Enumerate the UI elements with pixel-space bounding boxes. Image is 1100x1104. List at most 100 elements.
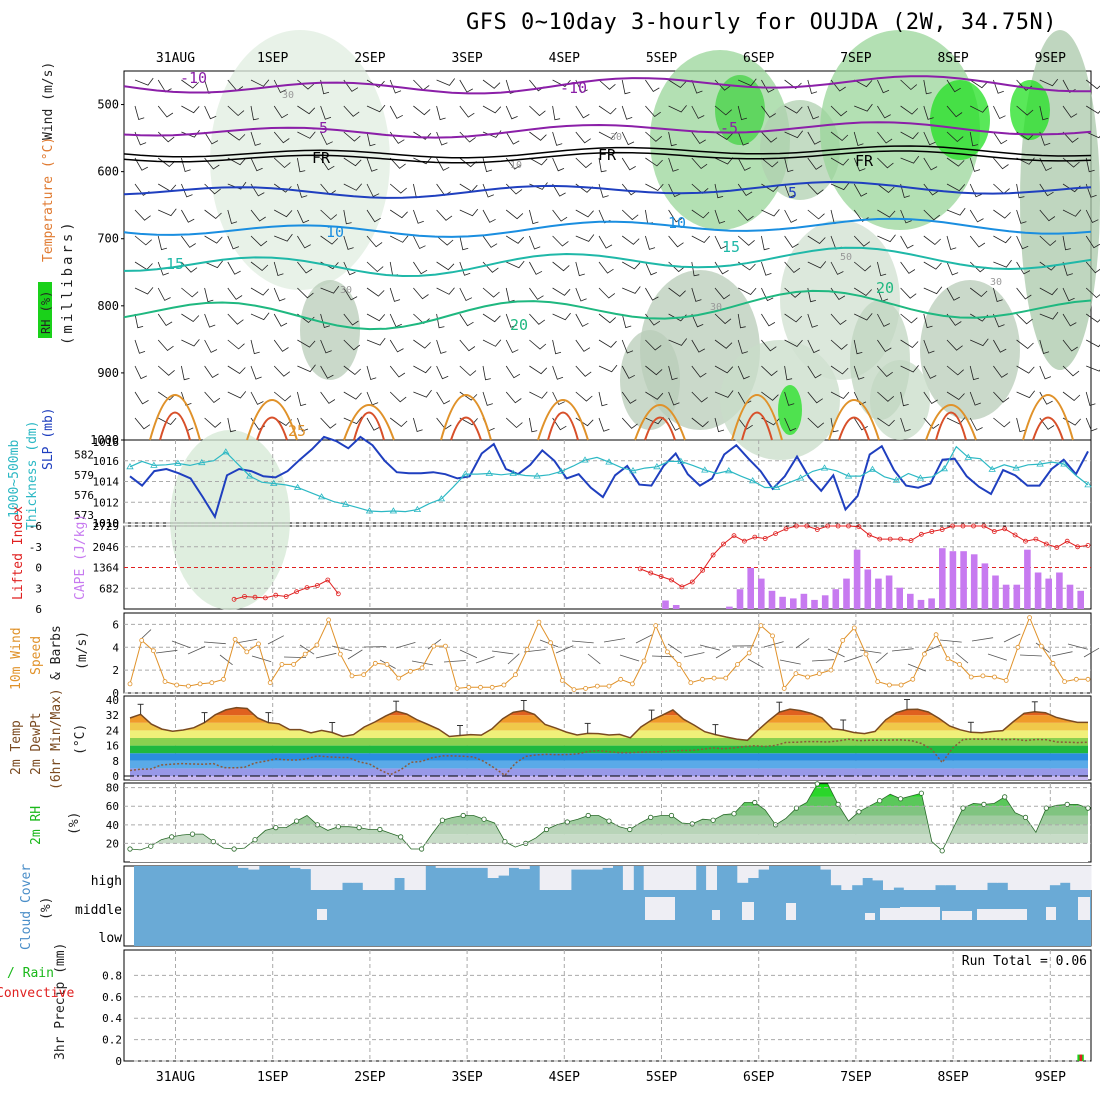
wind-speed-point <box>689 681 693 685</box>
slp-tick-label: 1014 <box>93 476 120 489</box>
cloud-gap-high <box>352 866 363 883</box>
wind-speed-point <box>922 652 926 656</box>
pressure-tick-label: 700 <box>97 232 119 246</box>
cloud-gap-high <box>561 866 572 890</box>
wind-tick-label: 4 <box>112 641 119 654</box>
cloud-gap-high <box>1029 866 1040 890</box>
cloud-gap-middle <box>942 911 972 920</box>
wind-speed-point <box>373 661 377 665</box>
cloud-gap-high <box>488 866 499 878</box>
cloud-gap-high <box>477 866 488 868</box>
cloud-gap-middle <box>786 903 796 920</box>
cape-tick-label: 1364 <box>93 562 120 575</box>
slp-top-tick: 1018 <box>93 436 120 449</box>
rh-point <box>419 847 423 851</box>
cloud-gap-high <box>935 866 946 885</box>
rh-patch <box>210 30 390 290</box>
rh-point <box>690 822 694 826</box>
wind-speed-point <box>899 683 903 687</box>
cloud-gap-high <box>1081 866 1092 890</box>
rh-point <box>732 812 736 816</box>
wind-speed-point <box>128 682 132 686</box>
wind-speed-point <box>595 684 599 688</box>
cloud-gap-high <box>363 866 374 890</box>
upper-label-rh: RH (%) <box>39 291 53 334</box>
wind-speed-point <box>864 652 868 656</box>
contour-label: FR <box>312 149 331 167</box>
cloud-gap-high <box>977 866 988 890</box>
wind-label-barbs: & Barbs <box>49 625 64 680</box>
cape-bar <box>801 594 808 609</box>
rh-point <box>669 813 673 817</box>
cloud-gap-high <box>467 866 478 868</box>
contour-label: 15 <box>166 255 184 273</box>
cloud-gap-high <box>498 866 509 876</box>
wind-label-speed: Speed <box>29 636 44 675</box>
wind-speed-point <box>584 686 588 690</box>
wind-speed-point <box>724 676 728 680</box>
cloud-gap-middle <box>1078 897 1090 920</box>
wind-speed-point <box>502 683 506 687</box>
rh-point <box>586 813 590 817</box>
precip-label-convective: Convective <box>0 986 74 1001</box>
cloud-gap-high <box>238 866 249 868</box>
contour-label: -10 <box>560 79 587 97</box>
wind-speed-point <box>817 672 821 676</box>
cape-label-cape: CAPE (J/kg) <box>73 514 88 600</box>
wind-speed-point <box>525 648 529 652</box>
cape-bar <box>662 601 669 610</box>
cloud-gap-high <box>540 866 551 890</box>
precip-frame <box>124 950 1091 1061</box>
cloud-gap-high <box>644 866 655 890</box>
rh-point <box>878 799 882 803</box>
contour-label: FR <box>598 146 617 164</box>
cloud-gap-high <box>821 866 832 870</box>
cape-bar <box>1067 585 1074 609</box>
cloud-level-label: low <box>99 931 123 946</box>
cape-bar <box>673 605 680 609</box>
cloud-gap-high <box>1070 866 1081 890</box>
contour-label: 25 <box>288 422 306 440</box>
date-label-top: 3SEP <box>451 51 482 66</box>
contour-label: FR <box>855 152 874 170</box>
rh-tick-label: 60 <box>106 800 119 813</box>
rh-point <box>440 818 444 822</box>
wind-speed-point <box>572 688 576 692</box>
temp-label-units: (°C) <box>73 724 88 755</box>
wind-speed-point <box>782 686 786 690</box>
cape-tick-label: 2729 <box>93 520 120 533</box>
wind-speed-point <box>969 675 973 679</box>
cape-bar <box>854 550 861 609</box>
date-label-bottom: 9SEP <box>1035 1070 1066 1085</box>
cape-bar <box>960 551 967 609</box>
date-label-top: 5SEP <box>646 51 677 66</box>
cloud-gap-high <box>415 866 426 890</box>
contour-label: 20 <box>510 316 528 334</box>
temp-label-dewpt: 2m DewPt <box>29 712 44 775</box>
temp-band <box>130 746 1088 754</box>
wind-speed-point <box>911 677 915 681</box>
date-label-bottom: 1SEP <box>257 1070 288 1085</box>
wind-speed-point <box>759 624 763 628</box>
cloud-gap-high <box>841 866 852 890</box>
wind-speed-point <box>946 657 950 661</box>
contour-label: 30 <box>340 285 352 296</box>
cloud-gap-high <box>602 866 613 868</box>
wind-speed-point <box>397 676 401 680</box>
rh-point <box>128 847 132 851</box>
cape-bar <box>737 589 744 609</box>
rh-point <box>232 847 236 851</box>
wind-speed-point <box>245 650 249 654</box>
slp-tick-label: 1012 <box>93 496 120 509</box>
rh-point <box>190 832 194 836</box>
precip-tick-label: 0.6 <box>102 991 122 1004</box>
wind-speed-point <box>280 662 284 666</box>
cloud-gap-middle <box>865 913 875 920</box>
cape-bar <box>1077 591 1084 609</box>
cloud-gap-high <box>706 866 717 890</box>
cloud-gap-middle <box>645 897 675 920</box>
rh-tick-label: 80 <box>106 782 119 795</box>
wind-speed-point <box>490 685 494 689</box>
